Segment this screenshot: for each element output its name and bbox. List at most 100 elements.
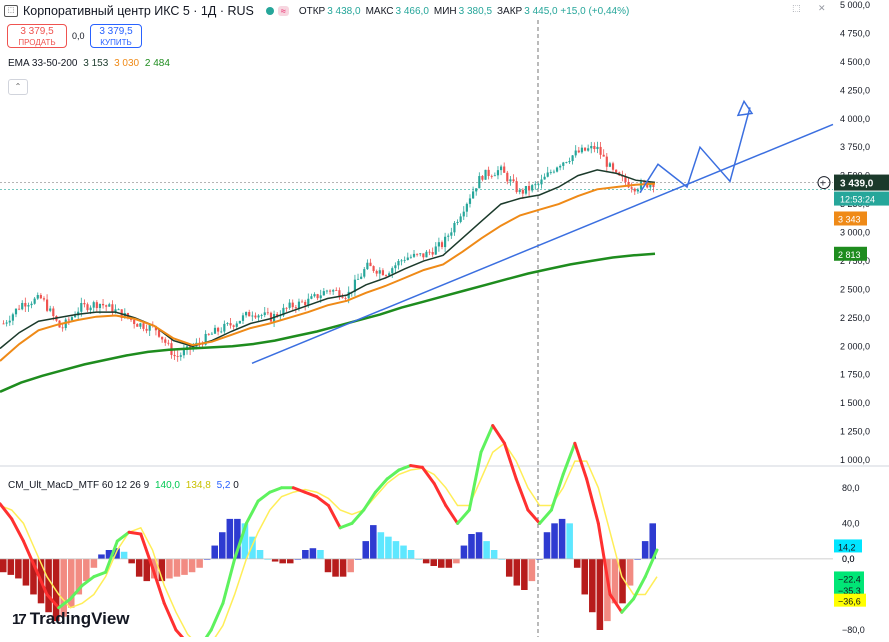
add-alert-icon <box>817 176 831 190</box>
macd-histogram-bar <box>271 558 279 562</box>
candle-body <box>416 253 419 255</box>
macd-legend[interactable]: CM_Ult_MacD_MTF 60 12 26 9 140,0 134,8 5… <box>8 480 239 491</box>
candle-body <box>503 166 506 173</box>
ema200-tag: 2 813 <box>838 250 861 260</box>
macd-line-segment <box>151 566 166 605</box>
trend-line <box>251 123 834 365</box>
candle-body <box>136 324 139 327</box>
sell-button[interactable]: 3 379,5 ПРОДАТЬ <box>7 24 67 48</box>
candle-body <box>434 246 437 255</box>
candle-body <box>8 320 11 323</box>
spread-value: 0,0 <box>72 31 85 41</box>
candle-body <box>276 314 279 317</box>
candle-body <box>86 304 89 311</box>
macd-line-segment <box>201 628 213 642</box>
candle-body <box>213 327 217 334</box>
macd-histogram-bar <box>83 558 90 582</box>
macd-line-segment <box>209 601 225 632</box>
candle-body <box>238 320 241 324</box>
ema200-tag-bg <box>834 246 867 261</box>
macd-histogram-bar <box>98 554 105 559</box>
candle-body <box>304 301 307 306</box>
ohlc-low: МИН 3 380,5 <box>433 5 493 17</box>
macd-line-segment <box>80 575 96 588</box>
macd-line-segment <box>456 508 471 525</box>
ema50-tag-bg <box>834 211 867 226</box>
macd-histogram-bar <box>181 558 188 575</box>
macd-histogram-bar <box>128 558 135 564</box>
price-axis-tick: 1 250,0 <box>840 427 870 437</box>
macd-line-segment <box>467 450 483 512</box>
macd-histogram-bar <box>498 558 505 560</box>
countdown-tag: 12:53:24 <box>840 195 875 205</box>
macd-line-segment <box>45 592 61 610</box>
macd-line-segment <box>538 508 553 525</box>
collapse-legend-button[interactable]: ⌃ <box>8 79 28 95</box>
macd-line-segment <box>502 441 518 481</box>
candle-body <box>142 323 145 329</box>
candle-body <box>98 303 102 309</box>
macd-histogram-bar <box>264 558 271 560</box>
candle-body <box>245 312 248 316</box>
candle-body <box>630 187 633 189</box>
macd-line-segment <box>291 486 307 494</box>
candle-body <box>537 184 540 186</box>
macd-line-segment <box>256 490 272 503</box>
macd-histogram-bar <box>67 558 75 608</box>
ohlc-close: ЗАКР 3 445,0 +15,0 (+0,44%) <box>497 5 630 17</box>
candle-body <box>440 242 444 248</box>
macd-line-segment <box>444 504 460 525</box>
price-axis-tick: 4 000,0 <box>840 114 870 124</box>
macd-line-segment <box>643 548 659 579</box>
candle-body <box>226 323 229 324</box>
candle-body <box>251 315 254 317</box>
macd-histogram-bar <box>377 532 385 559</box>
add-alert-plus: + <box>820 179 826 190</box>
candle-body <box>33 298 36 304</box>
macd-histogram-bar <box>226 518 234 559</box>
candle-body <box>332 290 335 292</box>
price-axis-tick: 4 500,0 <box>840 57 870 67</box>
macd-histogram-bar <box>286 558 294 564</box>
ema-legend[interactable]: EMA 33-50-200 3 153 3 030 2 484 <box>8 58 170 69</box>
close-icon[interactable]: ✕ <box>818 3 826 13</box>
wave-icon[interactable]: ≈ <box>277 6 289 16</box>
macd-histogram-bar <box>521 558 528 590</box>
candle-body <box>164 339 167 343</box>
macd-histogram-bar <box>158 558 166 582</box>
price-axis-tick: 4 750,0 <box>840 28 870 38</box>
tradingview-logo[interactable]: 17 TradingView <box>12 609 130 629</box>
candle-body <box>493 175 496 177</box>
buy-button[interactable]: 3 379,5 КУПИТЬ <box>90 24 142 48</box>
ema-legend-v2: 3 030 <box>114 58 140 69</box>
macd-histogram-bar <box>528 558 536 582</box>
symbol-title[interactable]: Корпоративный центр ИКС 5 · 1Д · RUS <box>23 4 254 18</box>
macd-line-segment <box>432 481 448 508</box>
candle-body <box>456 221 459 223</box>
price-axis-tick: 4 250,0 <box>840 85 870 95</box>
macd-line-segment <box>268 486 284 494</box>
macd-line-segment <box>338 521 354 530</box>
macd-histogram-bar <box>75 558 83 595</box>
macd-histogram-bar <box>604 558 611 622</box>
candle-body <box>310 296 313 299</box>
macd-histogram-bar <box>7 558 15 575</box>
candle-body <box>506 172 509 182</box>
macd-histogram-bar <box>324 558 332 573</box>
candle-body <box>394 265 397 269</box>
candle-body <box>475 188 478 192</box>
toggle-icon[interactable]: ⬚ <box>792 3 801 13</box>
candle-body <box>89 307 92 311</box>
candle-body <box>282 307 285 316</box>
price-axis-tick: 5 000,0 <box>840 0 870 10</box>
candle-body <box>611 163 615 170</box>
macd-histogram-bar <box>558 518 566 559</box>
candle-body <box>157 330 161 337</box>
candle-body <box>347 291 350 299</box>
macd-histogram-bar <box>445 558 453 568</box>
ohlc-high: МАКС 3 466,0 <box>365 5 429 17</box>
candle-body <box>45 299 49 311</box>
ema-legend-v3: 2 484 <box>144 58 170 69</box>
